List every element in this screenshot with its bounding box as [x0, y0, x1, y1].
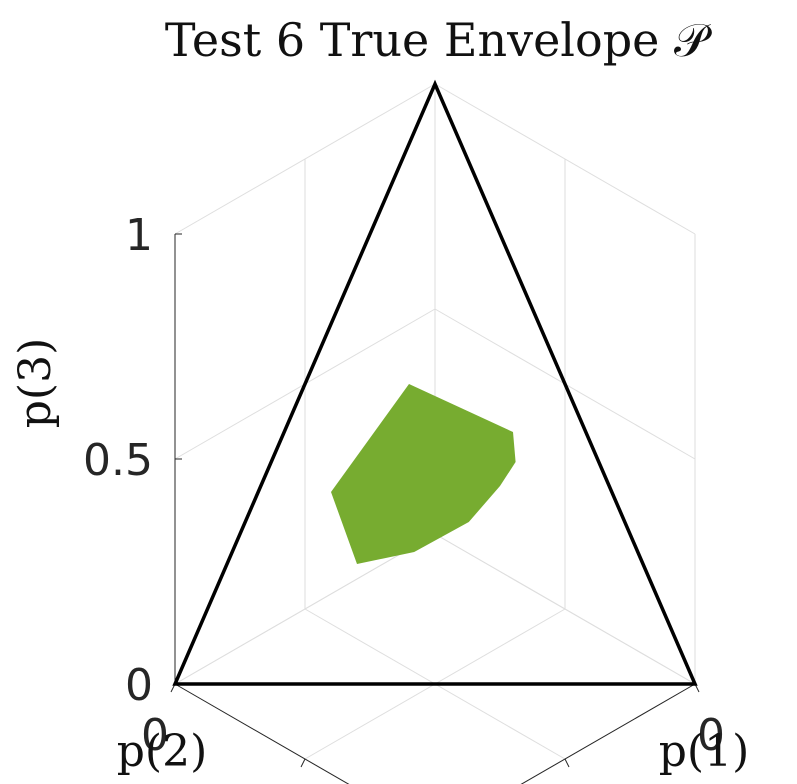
envelope-polygon	[331, 384, 516, 564]
grid-line-wall-p3b	[434, 83, 696, 235]
tick-label-p3: 0	[125, 660, 153, 711]
grid-line-floor-p2	[174, 683, 350, 784]
axis-label-p2: p(2)	[117, 726, 208, 777]
tick-labels: 00.5100.5100.51	[83, 210, 725, 761]
grid-line-floor-p1	[520, 683, 696, 784]
tick-mark-p1	[300, 758, 306, 768]
axis-label-p3: p(3)	[10, 338, 61, 429]
envelope-layer	[331, 384, 516, 564]
tick-label-p1: 0	[141, 710, 169, 761]
axis-label-p1: p(1)	[659, 726, 750, 777]
simplex-layer	[172, 79, 698, 686]
simplex-triangle	[172, 79, 698, 686]
axis-line-p1	[174, 683, 350, 784]
tick-label-p3: 0.5	[83, 435, 153, 486]
chart-title: Test 6 True Envelope 𝒫	[165, 13, 712, 67]
tick-label-p3: 1	[125, 210, 153, 261]
grid-line-wall-p3a	[174, 83, 436, 235]
tick-label-p2: 0	[697, 710, 725, 761]
axis-line-p2	[520, 683, 696, 784]
tick-mark-p2	[564, 758, 570, 768]
